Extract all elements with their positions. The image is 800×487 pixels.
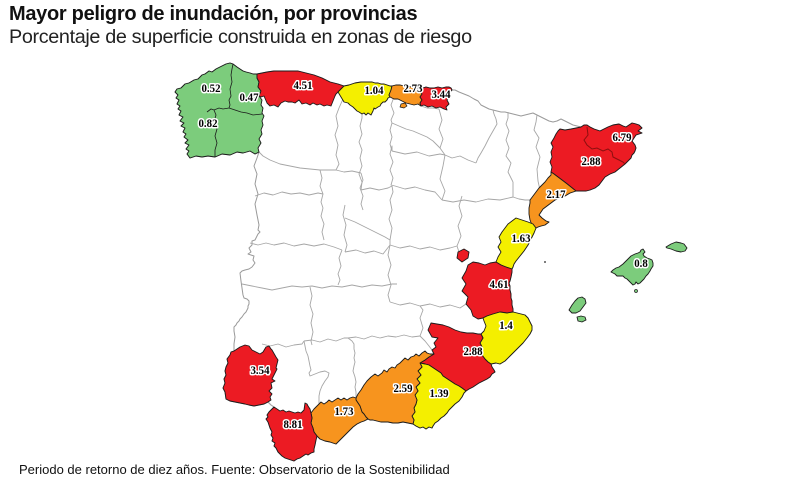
svg-text:4.61: 4.61 <box>490 278 509 291</box>
svg-text:1.4: 1.4 <box>499 319 513 332</box>
svg-text:0.8: 0.8 <box>634 257 648 270</box>
svg-text:0.52: 0.52 <box>202 82 221 95</box>
svg-text:1.63: 1.63 <box>512 232 531 245</box>
svg-text:0.47: 0.47 <box>240 91 259 104</box>
svg-text:6.79: 6.79 <box>613 131 632 144</box>
svg-text:4.51: 4.51 <box>294 79 313 92</box>
svg-text:2.17: 2.17 <box>547 188 566 201</box>
svg-text:2.59: 2.59 <box>394 382 413 395</box>
svg-text:2.88: 2.88 <box>464 345 483 358</box>
svg-text:2.88: 2.88 <box>582 155 601 168</box>
svg-text:1.04: 1.04 <box>365 84 384 97</box>
svg-text:3.44: 3.44 <box>432 88 451 101</box>
svg-text:3.54: 3.54 <box>251 364 270 377</box>
svg-text:1.73: 1.73 <box>335 405 354 418</box>
svg-text:8.81: 8.81 <box>284 418 303 431</box>
svg-text:2.73: 2.73 <box>404 82 423 95</box>
svg-text:0.82: 0.82 <box>199 117 218 130</box>
svg-text:1.39: 1.39 <box>430 387 449 400</box>
